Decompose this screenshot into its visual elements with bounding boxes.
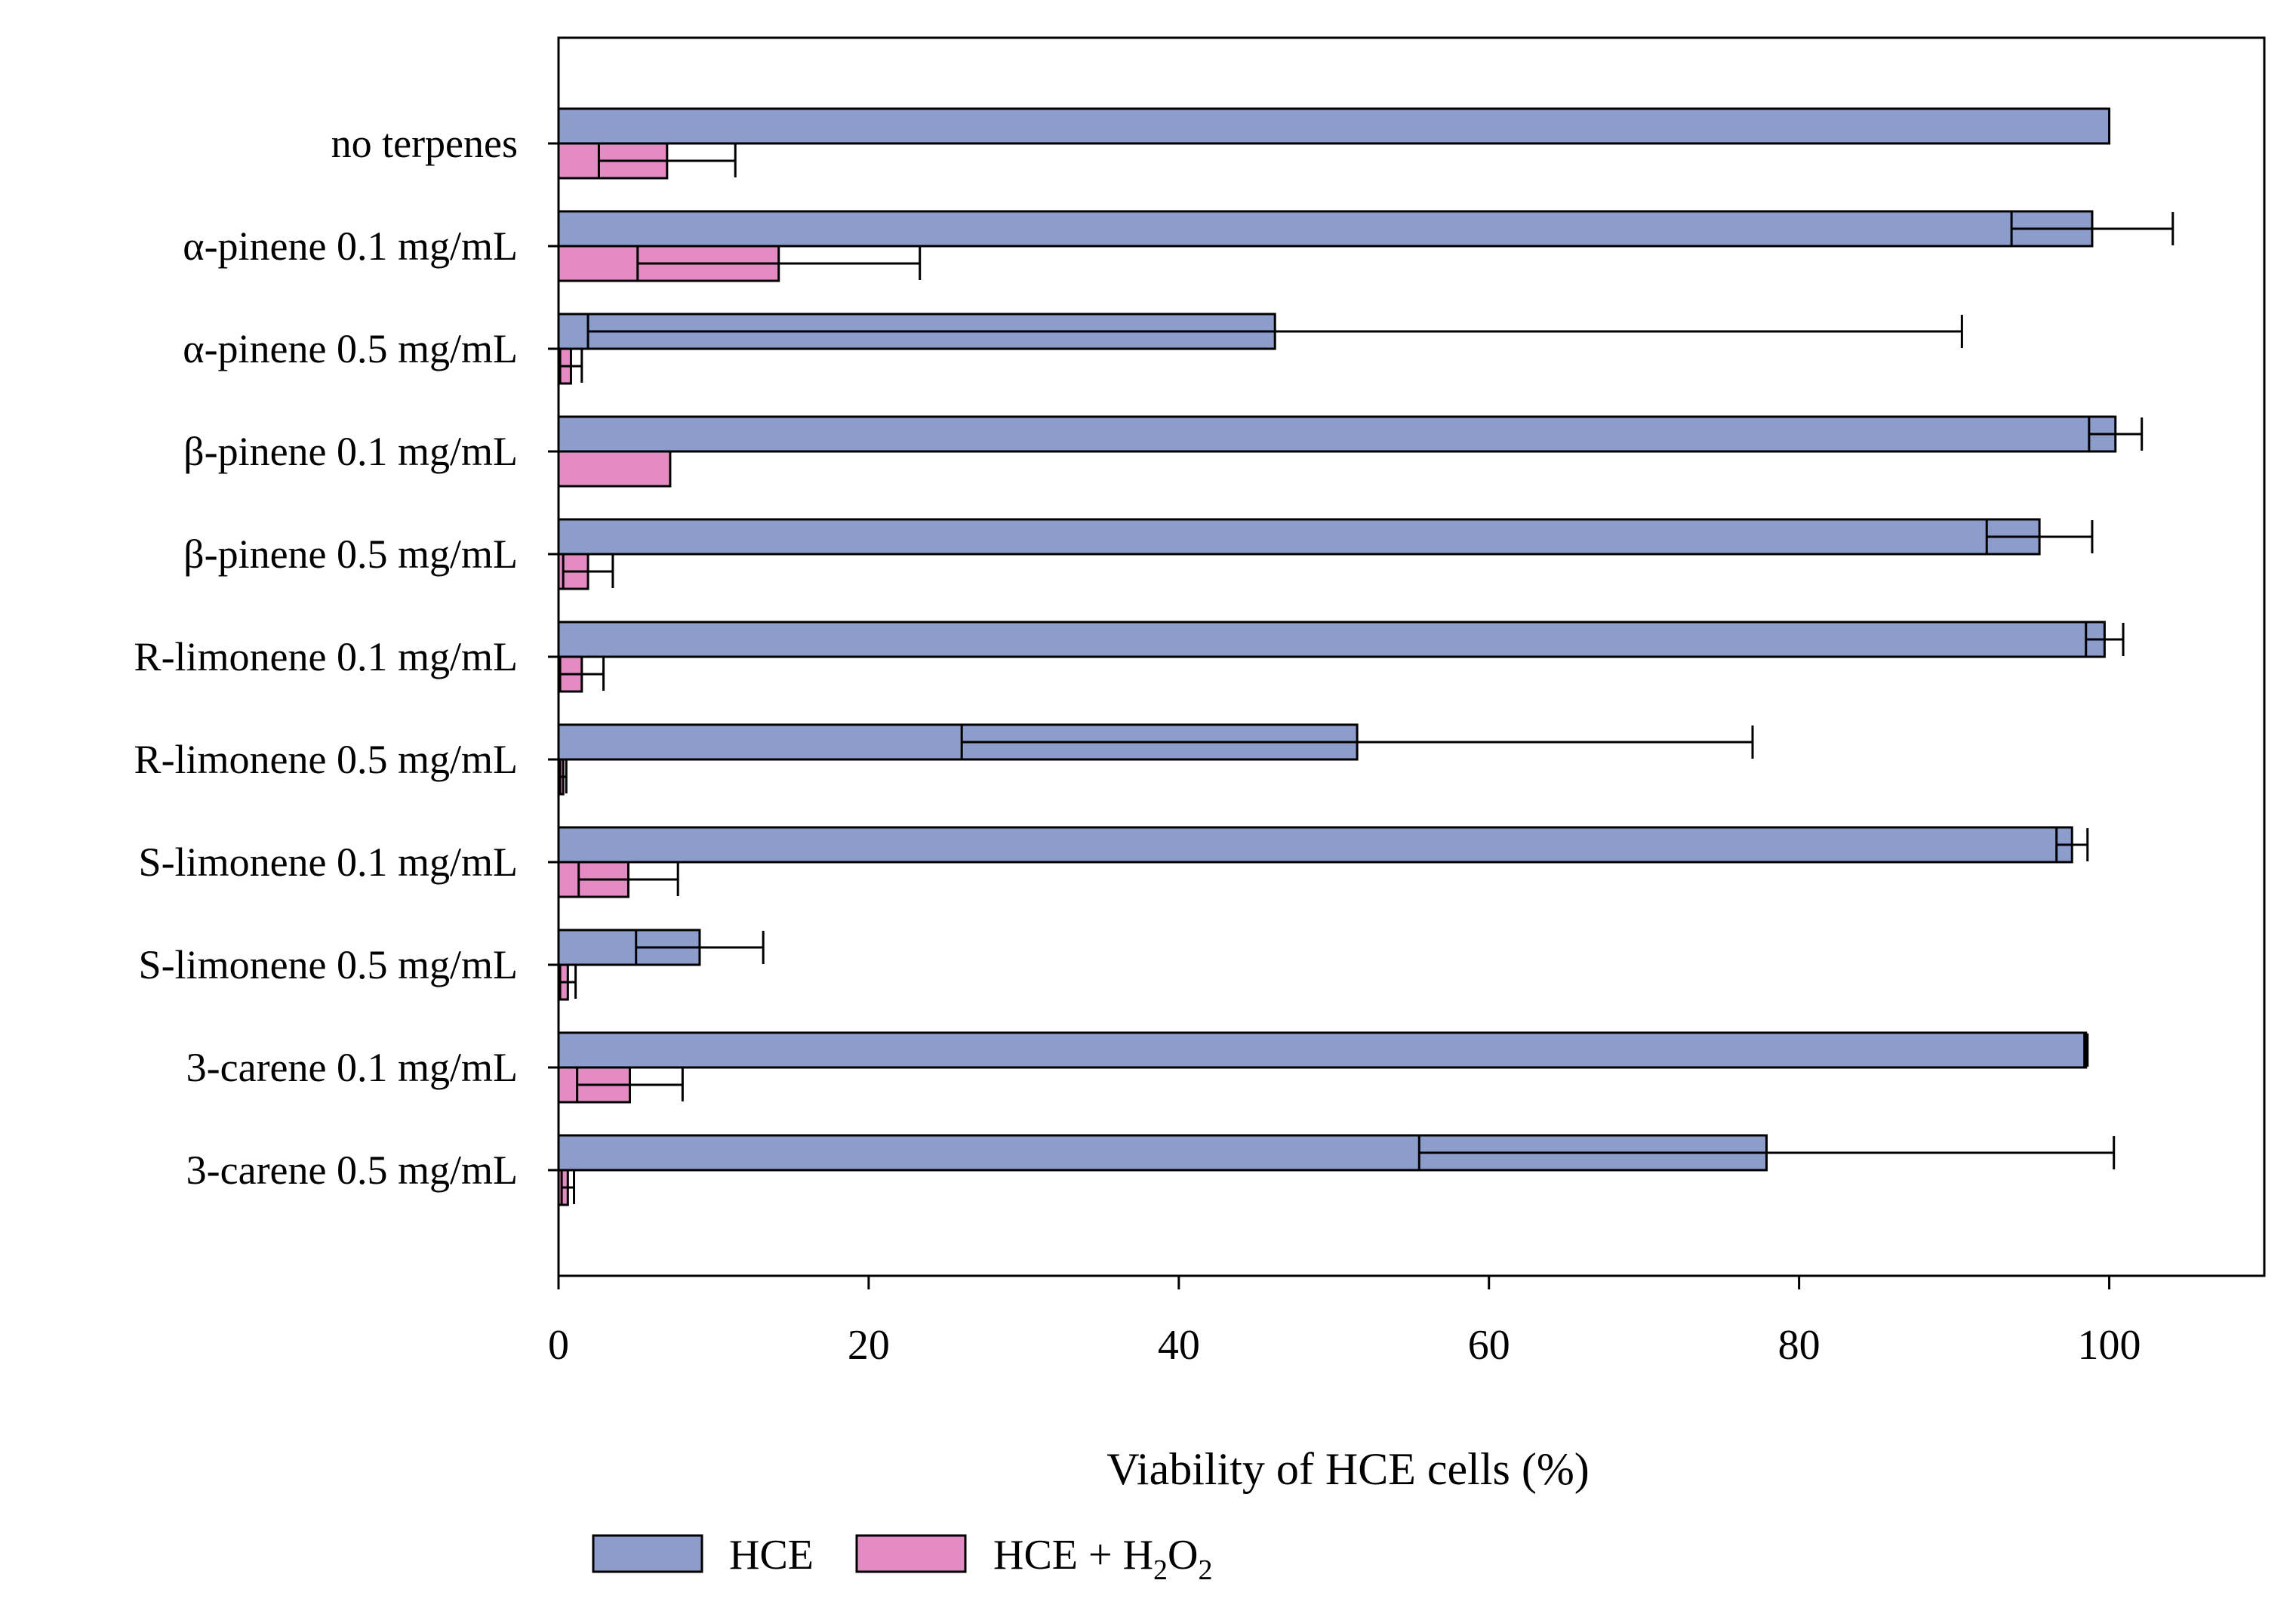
bar-hce: [557, 621, 2106, 658]
category-label: α-pinene 0.5 mg/mL: [183, 326, 518, 371]
legend-label-o: O: [1168, 1532, 1198, 1579]
x-tick-label: 0: [548, 1322, 569, 1369]
category-label: 3-carene 0.5 mg/mL: [186, 1147, 518, 1193]
bar-hce: [557, 210, 2094, 248]
category-label: S-limonene 0.5 mg/mL: [139, 942, 518, 987]
legend-swatch-hce-h2o2: [855, 1534, 967, 1573]
category-label: R-limonene 0.5 mg/mL: [134, 737, 518, 782]
bar-hce: [557, 1031, 2088, 1069]
category-label: β-pinene 0.5 mg/mL: [183, 531, 518, 577]
x-tick-label: 40: [1158, 1322, 1200, 1369]
category-label: 3-carene 0.1 mg/mL: [186, 1045, 518, 1090]
category-label: α-pinene 0.1 mg/mL: [183, 223, 518, 269]
bar-hce-h2o2: [557, 450, 672, 488]
category-label: no terpenes: [331, 121, 518, 166]
legend-label-hce: HCE: [729, 1532, 814, 1579]
category-label: R-limonene 0.1 mg/mL: [134, 634, 518, 679]
category-label: S-limonene 0.1 mg/mL: [139, 839, 518, 885]
x-axis-title: Viability of HCE cells (%): [1106, 1444, 1590, 1494]
legend-swatch-hce: [592, 1534, 703, 1573]
bar-hce: [557, 107, 2111, 145]
category-label: β-pinene 0.1 mg/mL: [183, 429, 518, 474]
bar-hce: [557, 826, 2073, 864]
legend: HCE HCE + H2O2: [592, 1532, 1212, 1586]
bar-hce: [557, 415, 2117, 453]
bar-hce: [557, 518, 2041, 556]
legend-label-sub-1: 2: [1153, 1554, 1168, 1586]
x-tick-label: 100: [2078, 1322, 2141, 1369]
x-tick-label: 20: [848, 1322, 890, 1369]
category-labels: no terpenes α-pinene 0.1 mg/mL α-pinene 0.…: [134, 121, 518, 1193]
legend-label-sub-2: 2: [1198, 1554, 1212, 1586]
bars-group: [557, 107, 2174, 1206]
legend-label-hce-h2o2: HCE + H2O2: [993, 1532, 1212, 1586]
x-axis: 0 20 40 60 80 100: [548, 142, 2141, 1369]
x-tick-label: 60: [1468, 1322, 1510, 1369]
legend-label-hce-h2o2-main: HCE + H: [993, 1532, 1153, 1579]
x-tick-label: 80: [1778, 1322, 1820, 1369]
